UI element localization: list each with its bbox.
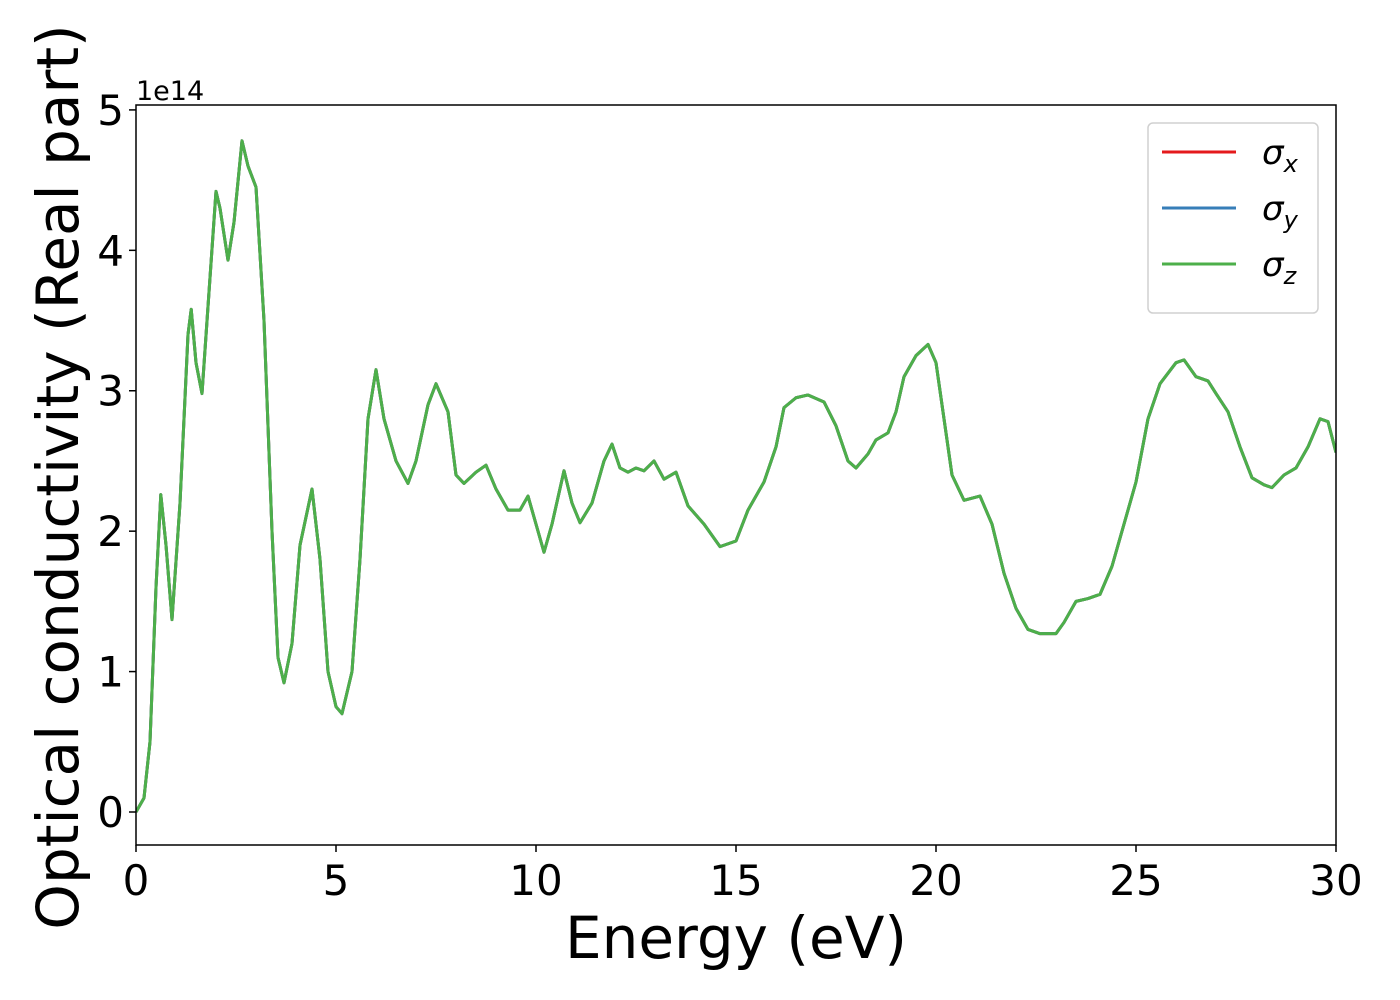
y-tick-label: 2 — [97, 507, 124, 556]
x-tick-label: 30 — [1309, 856, 1362, 905]
x-tick-label: 20 — [909, 856, 962, 905]
x-tick-label: 15 — [709, 856, 762, 905]
plot-frame — [135, 104, 1337, 846]
y-tick-label: 3 — [97, 367, 124, 416]
x-tick-label: 25 — [1109, 856, 1162, 905]
series-line — [136, 139, 1336, 813]
legend-label: σy — [1262, 189, 1299, 234]
x-tick-label: 10 — [509, 856, 562, 905]
y-tick-label: 0 — [97, 788, 124, 837]
y-tick-label: 5 — [97, 86, 124, 135]
y-axis-label: Optical conductivity (Real part) — [24, 24, 92, 929]
legend-label: σx — [1262, 133, 1299, 178]
y-offset-label: 1e14 — [136, 76, 204, 107]
y-tick-label: 1 — [97, 648, 124, 697]
x-axis-label: Energy (eV) — [565, 904, 907, 972]
y-tick-label: 4 — [97, 226, 124, 275]
legend-label: σz — [1262, 245, 1298, 290]
x-tick-label: 5 — [323, 856, 350, 905]
x-tick-label: 0 — [123, 856, 150, 905]
